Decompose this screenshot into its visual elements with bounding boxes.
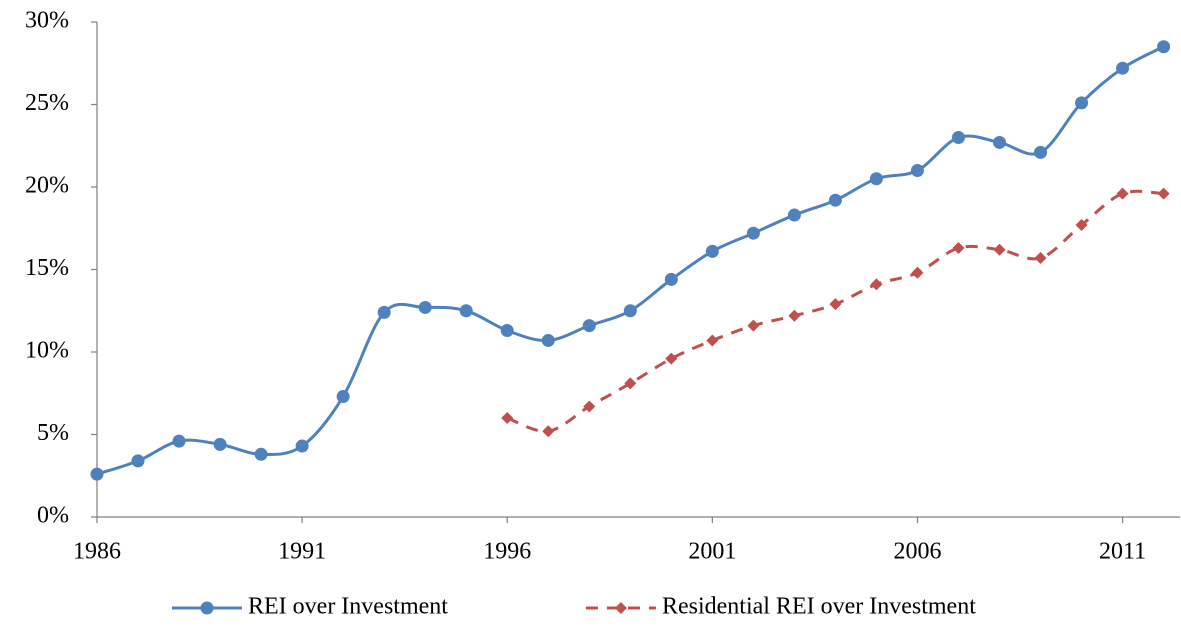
marker	[583, 400, 596, 413]
marker	[705, 244, 719, 258]
marker	[459, 304, 473, 318]
y-tick-label: 20%	[25, 173, 69, 199]
marker	[1157, 40, 1171, 54]
marker	[911, 266, 924, 279]
marker	[788, 309, 801, 322]
marker	[377, 305, 391, 319]
marker	[1034, 251, 1047, 264]
marker	[1157, 187, 1170, 200]
marker	[706, 334, 719, 347]
marker	[993, 243, 1006, 256]
marker	[623, 304, 637, 318]
data-line	[96, 45, 1165, 476]
marker	[993, 135, 1006, 149]
marker	[295, 439, 309, 453]
marker	[541, 333, 555, 347]
marker	[746, 226, 760, 240]
marker	[1075, 218, 1088, 231]
marker	[501, 412, 514, 424]
marker	[254, 447, 268, 461]
y-tick-label: 15%	[25, 255, 69, 281]
marker	[90, 467, 104, 481]
legend-item: REI over Investment	[172, 594, 448, 620]
y-tick-label: 10%	[25, 338, 69, 364]
marker	[624, 377, 637, 390]
marker	[213, 437, 227, 451]
data-line	[506, 189, 1164, 433]
marker	[200, 601, 214, 615]
x-tick-label: 2001	[688, 539, 736, 565]
marker	[1034, 145, 1048, 159]
marker	[828, 193, 842, 207]
marker	[131, 454, 145, 468]
y-tick-label: 30%	[25, 8, 69, 34]
series	[501, 187, 1170, 438]
marker	[582, 319, 596, 333]
marker	[664, 272, 678, 286]
marker	[951, 131, 965, 144]
marker	[614, 602, 627, 614]
x-tick-label: 1991	[278, 539, 326, 565]
marker	[418, 300, 432, 314]
marker	[542, 425, 555, 438]
legend-item: Residential REI over Investment	[585, 594, 976, 620]
marker	[336, 390, 350, 404]
marker	[829, 298, 842, 311]
legend-label: REI over Investment	[248, 594, 448, 620]
marker	[500, 324, 514, 338]
x-tick-label: 1986	[73, 539, 121, 565]
x-tick-label: 1996	[483, 539, 531, 565]
marker	[747, 319, 760, 332]
y-tick-label: 0%	[37, 503, 69, 529]
marker	[1116, 187, 1129, 200]
y-tick-label: 25%	[25, 90, 69, 116]
marker	[952, 242, 965, 255]
marker	[787, 208, 801, 222]
y-tick-label: 5%	[37, 420, 69, 446]
marker	[870, 278, 883, 291]
marker	[869, 172, 883, 186]
series	[90, 40, 1171, 481]
marker	[1116, 61, 1130, 75]
marker	[172, 434, 186, 448]
marker	[1075, 96, 1089, 110]
x-tick-label: 2011	[1099, 539, 1146, 565]
marker	[910, 164, 924, 177]
marker	[665, 352, 678, 365]
legend-label: Residential REI over Investment	[662, 594, 976, 620]
x-tick-label: 2006	[893, 539, 941, 565]
